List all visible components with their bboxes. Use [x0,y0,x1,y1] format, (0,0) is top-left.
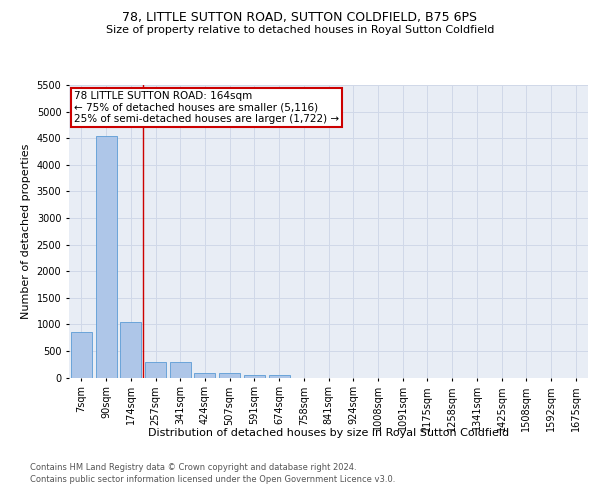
Y-axis label: Number of detached properties: Number of detached properties [21,144,31,319]
Text: Size of property relative to detached houses in Royal Sutton Coldfield: Size of property relative to detached ho… [106,25,494,35]
Text: Contains public sector information licensed under the Open Government Licence v3: Contains public sector information licen… [30,476,395,484]
Bar [194,372,215,378]
Bar [219,373,240,378]
Text: 78 LITTLE SUTTON ROAD: 164sqm
← 75% of detached houses are smaller (5,116)
25% o: 78 LITTLE SUTTON ROAD: 164sqm ← 75% of d… [74,91,340,124]
Bar [244,374,265,378]
Bar [170,362,191,378]
Text: Contains HM Land Registry data © Crown copyright and database right 2024.: Contains HM Land Registry data © Crown c… [30,463,356,472]
Bar [120,322,141,378]
Bar [71,332,92,378]
Bar [95,136,116,378]
Bar [269,375,290,378]
Text: 78, LITTLE SUTTON ROAD, SUTTON COLDFIELD, B75 6PS: 78, LITTLE SUTTON ROAD, SUTTON COLDFIELD… [122,11,478,24]
Text: Distribution of detached houses by size in Royal Sutton Coldfield: Distribution of detached houses by size … [148,428,509,438]
Bar [145,362,166,378]
